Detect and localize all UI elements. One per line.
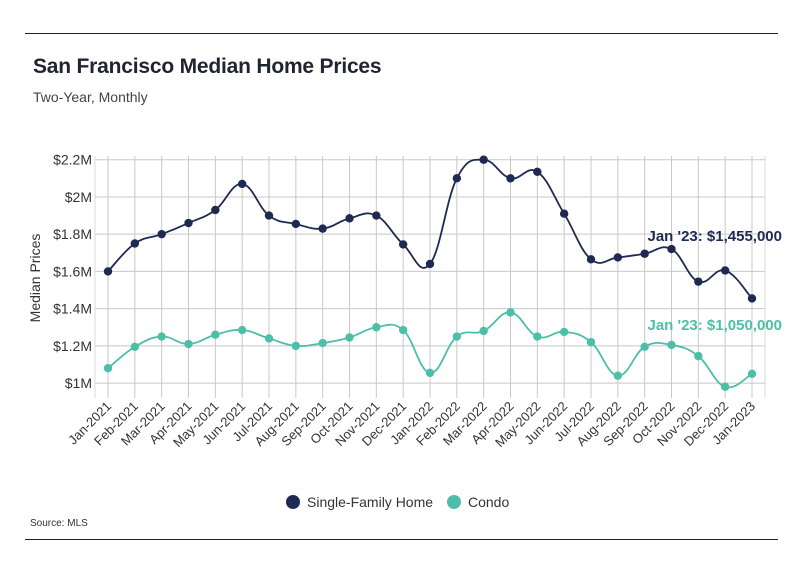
data-point-single-family-home	[694, 277, 703, 286]
annotation-label: Jan '23: $1,455,000	[647, 228, 782, 245]
data-point-condo	[452, 332, 462, 341]
data-point-condo	[506, 308, 515, 317]
data-point-condo	[640, 342, 649, 352]
data-point-single-family-home	[452, 174, 462, 183]
data-point-condo	[237, 325, 247, 335]
source-note: Source: MLS	[30, 518, 88, 529]
data-point-single-family-home	[211, 205, 220, 215]
data-point-single-family-home	[479, 155, 488, 164]
data-point-single-family-home	[237, 179, 247, 189]
data-point-single-family-home	[157, 229, 166, 239]
y-tick-label: $1M	[65, 375, 92, 391]
y-tick-label: $2M	[65, 189, 92, 205]
data-point-single-family-home	[130, 239, 140, 248]
legend-marker	[286, 495, 300, 509]
legend-label: Single-Family Home	[307, 494, 433, 510]
data-point-single-family-home	[425, 259, 435, 269]
legend-label: Condo	[468, 494, 509, 510]
y-tick-label: $1.6M	[53, 263, 92, 279]
data-point-single-family-home	[667, 244, 676, 254]
data-point-condo	[694, 351, 703, 361]
data-point-condo	[667, 340, 676, 350]
data-point-condo	[720, 382, 730, 392]
data-point-single-family-home	[291, 219, 301, 229]
data-point-single-family-home	[533, 167, 542, 177]
data-point-condo	[613, 371, 623, 380]
y-tick-label: $2.2M	[53, 152, 92, 168]
y-tick-label: $1.8M	[53, 226, 92, 242]
chart-title: San Francisco Median Home Prices	[33, 55, 382, 78]
data-point-single-family-home	[318, 224, 327, 233]
data-point-single-family-home	[506, 174, 515, 183]
data-point-condo	[103, 364, 113, 373]
annotation-label: Jan '23: $1,050,000	[647, 317, 782, 334]
data-point-condo	[291, 341, 301, 351]
y-tick-label: $1.2M	[53, 338, 92, 354]
data-point-condo	[747, 369, 757, 378]
data-point-condo	[479, 326, 488, 336]
data-point-single-family-home	[640, 249, 649, 258]
data-point-single-family-home	[398, 240, 408, 249]
chart-subtitle: Two-Year, Monthly	[33, 89, 148, 105]
y-tick-label: $1.4M	[53, 301, 92, 317]
data-point-condo	[211, 330, 220, 339]
data-point-single-family-home	[613, 253, 623, 262]
bottom-rule	[25, 539, 778, 540]
data-point-condo	[157, 332, 166, 341]
data-point-condo	[559, 327, 569, 337]
data-point-single-family-home	[345, 214, 354, 223]
y-axis-label: Median Prices	[27, 234, 43, 323]
data-point-condo	[184, 339, 193, 349]
data-point-condo	[586, 337, 596, 347]
data-point-condo	[533, 332, 542, 341]
data-point-condo	[345, 333, 354, 342]
data-point-single-family-home	[264, 211, 274, 220]
legend-marker	[447, 495, 461, 509]
data-point-single-family-home	[372, 211, 381, 220]
data-point-single-family-home	[720, 266, 730, 275]
data-point-condo	[425, 368, 435, 378]
top-rule	[25, 33, 778, 34]
data-point-single-family-home	[103, 267, 113, 276]
data-point-single-family-home	[747, 294, 757, 303]
data-point-condo	[372, 323, 381, 332]
data-point-single-family-home	[586, 255, 596, 264]
data-point-condo	[398, 325, 408, 335]
data-point-single-family-home	[184, 218, 193, 228]
data-point-condo	[130, 342, 140, 352]
data-point-single-family-home	[559, 209, 569, 218]
data-point-condo	[318, 338, 327, 348]
data-point-condo	[264, 334, 274, 343]
